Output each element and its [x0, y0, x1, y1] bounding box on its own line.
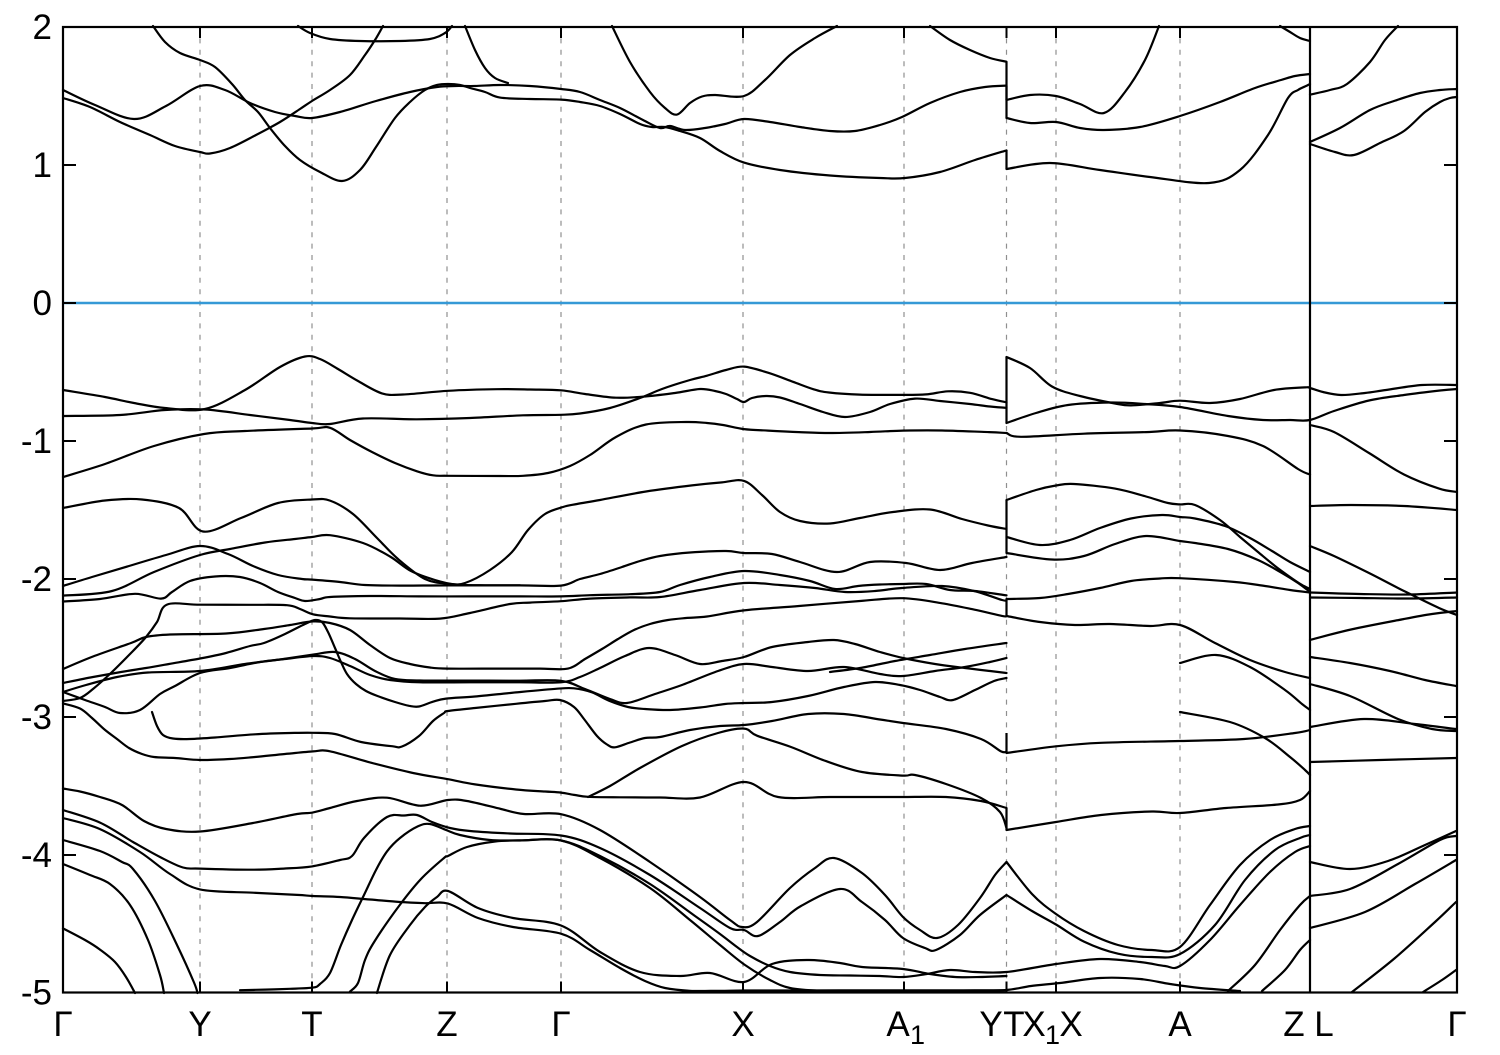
svg-text:T: T [301, 1005, 322, 1044]
svg-text:A: A [886, 1005, 910, 1044]
svg-text:1: 1 [33, 146, 52, 185]
svg-text:T: T [1003, 1005, 1024, 1044]
svg-text:Y: Y [188, 1005, 211, 1044]
svg-text:-2: -2 [21, 560, 52, 599]
svg-text:Z: Z [436, 1005, 457, 1044]
svg-text:X: X [731, 1005, 754, 1044]
svg-text:Γ: Γ [1447, 1005, 1466, 1044]
svg-text:Y: Y [979, 1005, 1002, 1044]
svg-text:L: L [1314, 1005, 1333, 1044]
svg-text:Z: Z [1283, 1005, 1304, 1044]
svg-text:0: 0 [33, 284, 52, 323]
svg-text:Γ: Γ [551, 1005, 570, 1044]
svg-text:-5: -5 [21, 974, 52, 1013]
svg-text:1: 1 [910, 1020, 925, 1050]
svg-text:-1: -1 [21, 422, 52, 461]
svg-text:X: X [1022, 1005, 1045, 1044]
svg-text:Γ: Γ [53, 1005, 72, 1044]
svg-text:-4: -4 [21, 836, 52, 875]
svg-text:1: 1 [1045, 1020, 1060, 1050]
svg-text:A: A [1168, 1005, 1192, 1044]
svg-text:-3: -3 [21, 698, 52, 737]
svg-text:X: X [1059, 1005, 1082, 1044]
svg-text:2: 2 [33, 8, 52, 47]
